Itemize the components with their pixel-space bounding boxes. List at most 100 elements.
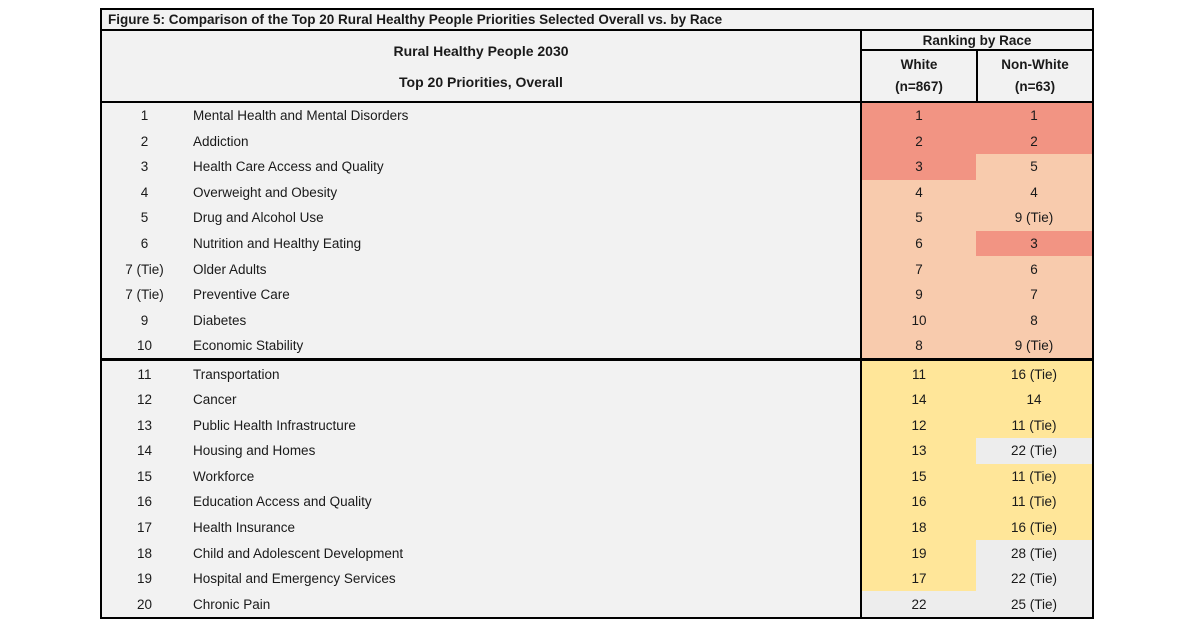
nonwhite-rank-cell: 22 (Tie) xyxy=(976,438,1092,464)
priority-cell: Older Adults xyxy=(193,261,267,277)
rank-cell: 11 xyxy=(137,366,152,382)
rank-cell: 3 xyxy=(140,159,149,175)
white-rank-cell: 8 xyxy=(860,332,976,359)
priority-cell: Health Insurance xyxy=(193,520,296,536)
nonwhite-rank-cell: 6 xyxy=(976,256,1092,282)
priority-cell: Drug and Alcohol Use xyxy=(193,210,324,226)
nonwhite-rank-cell: 3 xyxy=(976,230,1092,257)
nonwhite-rank-cell: 22 (Tie) xyxy=(976,565,1092,592)
white-rank-cell: 5 xyxy=(860,205,976,231)
rank-cell: 13 xyxy=(136,417,153,433)
white-rank-cell: 7 xyxy=(860,256,976,282)
table-row: 4 Overweight and Obesity 4 4 xyxy=(102,179,1092,206)
white-rank-cell: 2 xyxy=(860,128,976,155)
figure-table: Figure 5: Comparison of the Top 20 Rural… xyxy=(100,8,1094,619)
rank-cell: 20 xyxy=(136,596,153,612)
nonwhite-rank-cell: 11 (Tie) xyxy=(976,463,1092,490)
header-left-line1: Rural Healthy People 2030 xyxy=(393,42,569,59)
table-row: 2 Addiction 2 2 xyxy=(102,128,1092,155)
priority-cell: Workforce xyxy=(193,468,255,484)
ranking-by-race-label: Ranking by Race xyxy=(862,31,1092,51)
priority-cell: Mental Health and Mental Disorders xyxy=(193,108,409,124)
white-column-header: White (n=867) xyxy=(862,51,976,101)
rank-cell: 12 xyxy=(136,392,153,408)
rank-cell: 16 xyxy=(136,494,153,510)
figure-title: Figure 5: Comparison of the Top 20 Rural… xyxy=(102,10,1092,31)
rank-cell: 4 xyxy=(140,184,149,200)
priority-cell: Health Care Access and Quality xyxy=(193,159,384,175)
priority-cell: Economic Stability xyxy=(193,338,304,354)
header-left-line2: Top 20 Priorities, Overall xyxy=(399,73,563,90)
nonwhite-rank-cell: 5 xyxy=(976,154,1092,180)
priority-cell: Hospital and Emergency Services xyxy=(193,571,396,587)
rank-cell: 18 xyxy=(136,545,153,561)
priority-cell: Public Health Infrastructure xyxy=(193,417,356,433)
table-row: 20 Chronic Pain 22 25 (Tie) xyxy=(102,591,1092,617)
table-row: 19 Hospital and Emergency Services 17 22… xyxy=(102,565,1092,592)
nonwhite-rank-cell: 2 xyxy=(976,128,1092,155)
rank-cell: 5 xyxy=(140,210,149,226)
header-left-group: Rural Healthy People 2030 Top 20 Priorit… xyxy=(102,31,860,101)
table-row: 15 Workforce 15 11 (Tie) xyxy=(102,463,1092,490)
table-row: 17 Health Insurance 18 16 (Tie) xyxy=(102,514,1092,541)
white-rank-cell: 22 xyxy=(860,591,976,617)
table-row: 12 Cancer 14 14 xyxy=(102,387,1092,413)
header-ranking-group: Ranking by Race White (n=867) Non-White … xyxy=(860,31,1092,101)
table-row: 7 (Tie) Preventive Care 9 7 xyxy=(102,281,1092,308)
nonwhite-rank-cell: 25 (Tie) xyxy=(976,591,1092,617)
nonwhite-rank-cell: 1 xyxy=(976,103,1092,129)
priority-cell: Housing and Homes xyxy=(193,443,316,459)
priority-cell: Preventive Care xyxy=(193,287,290,303)
rank-cell: 1 xyxy=(140,108,149,124)
priority-cell: Transportation xyxy=(193,366,280,382)
race-column-headers: White (n=867) Non-White (n=63) xyxy=(862,51,1092,101)
white-column-n: (n=867) xyxy=(895,79,943,94)
priority-cell: Addiction xyxy=(193,133,249,149)
table-row: 16 Education Access and Quality 16 11 (T… xyxy=(102,489,1092,515)
table-row: 6 Nutrition and Healthy Eating 6 3 xyxy=(102,230,1092,257)
nonwhite-rank-cell: 11 (Tie) xyxy=(976,412,1092,439)
nonwhite-rank-cell: 4 xyxy=(976,179,1092,206)
nonwhite-rank-cell: 7 xyxy=(976,281,1092,308)
nonwhite-column-label: Non-White xyxy=(1001,56,1069,72)
rank-cell: 19 xyxy=(136,571,153,587)
white-rank-cell: 13 xyxy=(860,438,976,464)
table-row: 11 Transportation 11 16 (Tie) xyxy=(102,358,1092,388)
white-rank-cell: 3 xyxy=(860,154,976,180)
nonwhite-column-header: Non-White (n=63) xyxy=(976,51,1092,101)
rank-cell: 14 xyxy=(136,443,153,459)
rank-cell: 10 xyxy=(136,338,153,354)
table-body: 1 Mental Health and Mental Disorders 1 1… xyxy=(102,103,1092,617)
rank-cell: 17 xyxy=(136,520,153,536)
priority-cell: Chronic Pain xyxy=(193,596,271,612)
rank-cell: 15 xyxy=(136,468,153,484)
rank-cell: 9 xyxy=(140,312,149,328)
nonwhite-rank-cell: 16 (Tie) xyxy=(976,361,1092,388)
white-rank-cell: 15 xyxy=(860,463,976,490)
table-row: 13 Public Health Infrastructure 12 11 (T… xyxy=(102,412,1092,439)
priority-cell: Child and Adolescent Development xyxy=(193,545,404,561)
table-header: Rural Healthy People 2030 Top 20 Priorit… xyxy=(102,31,1092,103)
white-rank-cell: 6 xyxy=(860,230,976,257)
white-column-label: White xyxy=(900,56,938,72)
white-rank-cell: 18 xyxy=(860,514,976,541)
nonwhite-column-n: (n=63) xyxy=(1014,79,1056,94)
priority-cell: Education Access and Quality xyxy=(193,494,372,510)
priority-cell: Diabetes xyxy=(193,312,247,328)
white-rank-cell: 14 xyxy=(860,387,976,413)
table-row: 14 Housing and Homes 13 22 (Tie) xyxy=(102,438,1092,464)
white-rank-cell: 10 xyxy=(860,307,976,333)
table-row: 3 Health Care Access and Quality 3 5 xyxy=(102,154,1092,180)
white-rank-cell: 19 xyxy=(860,540,976,566)
white-rank-cell: 4 xyxy=(860,179,976,206)
nonwhite-rank-cell: 11 (Tie) xyxy=(976,489,1092,515)
rank-cell: 6 xyxy=(140,236,149,251)
white-rank-cell: 1 xyxy=(860,103,976,129)
table-row: 9 Diabetes 10 8 xyxy=(102,307,1092,333)
priority-cell: Nutrition and Healthy Eating xyxy=(193,236,362,251)
nonwhite-rank-cell: 9 (Tie) xyxy=(976,205,1092,231)
nonwhite-rank-cell: 8 xyxy=(976,307,1092,333)
rank-cell: 2 xyxy=(140,133,149,149)
table-row: 7 (Tie) Older Adults 7 6 xyxy=(102,256,1092,282)
nonwhite-rank-cell: 9 (Tie) xyxy=(976,332,1092,359)
